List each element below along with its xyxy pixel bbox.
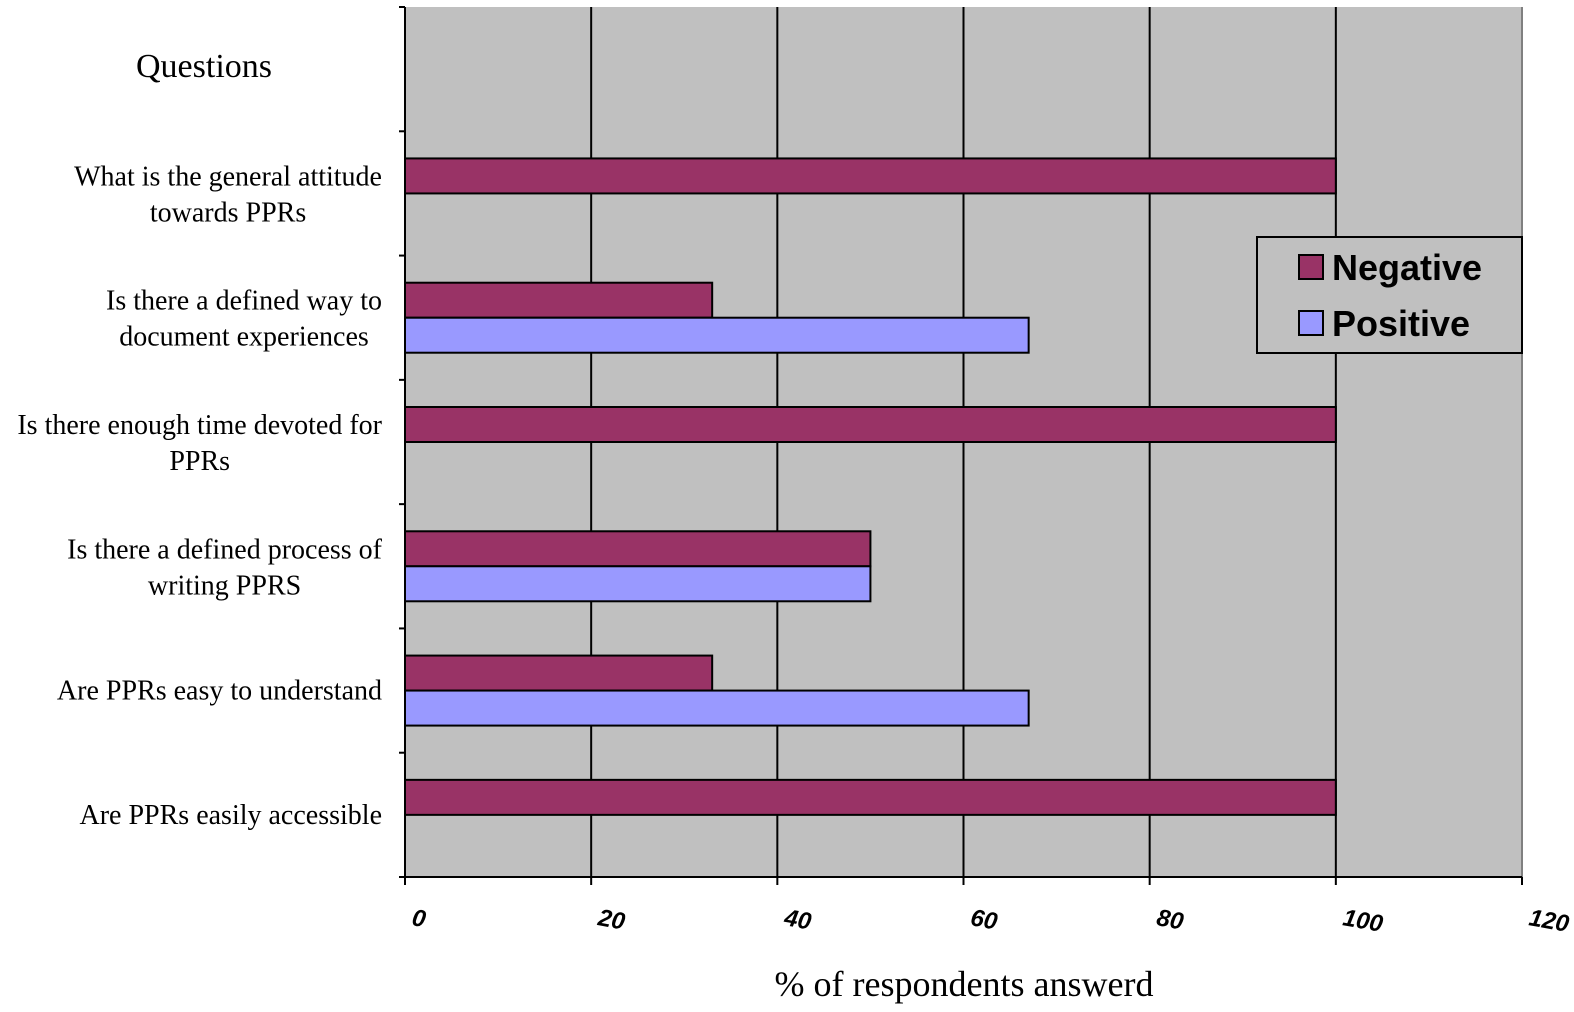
category-label-line2: towards PPRs — [150, 197, 306, 228]
x-tick-labels: 0 20 40 60 80 100 120 — [410, 904, 1572, 938]
category-label-line1: What is the general attitude — [74, 161, 382, 192]
bars — [404, 157, 1337, 816]
bar-negative-5 — [404, 654, 714, 692]
category-label-line2: PPRs — [169, 446, 230, 477]
x-tick-label: 100 — [1341, 904, 1386, 938]
x-tick-label: 0 — [410, 904, 428, 933]
y-axis-title: Questions — [136, 48, 272, 85]
category-labels: What is the general attitude towards PPRs… — [17, 161, 382, 830]
x-tick-label: 60 — [968, 904, 1000, 935]
legend: Negative Positive — [1256, 236, 1523, 354]
x-axis-title: % of respondents answerd — [775, 964, 1154, 1004]
bar-positive-5 — [404, 689, 1030, 727]
bar-negative-6 — [404, 778, 1337, 816]
category-label: Are PPRs easily accessible — [80, 800, 383, 831]
legend-label-negative: Negative — [1332, 247, 1482, 288]
category-label-line1: Is there enough time devoted for — [17, 410, 382, 441]
category-label-line2: document experiences — [119, 322, 369, 353]
legend-swatch-positive — [1298, 310, 1324, 336]
category-label: Are PPRs easy to understand — [57, 676, 382, 707]
legend-swatch-negative — [1298, 254, 1324, 280]
bar-negative-3 — [404, 406, 1337, 443]
bar-positive-2 — [404, 316, 1030, 354]
x-tick-label: 80 — [1155, 904, 1187, 935]
bar-negative-1 — [404, 157, 1337, 195]
category-label-line1: Is there a defined way to — [106, 286, 382, 317]
bar-negative-4 — [404, 530, 872, 568]
category-label-line1: Is there a defined process of — [67, 534, 383, 565]
x-tick-label: 120 — [1527, 904, 1572, 938]
bar-negative-2 — [404, 281, 714, 319]
axes — [399, 6, 1523, 885]
legend-label-positive: Positive — [1332, 303, 1470, 344]
category-label-line2: writing PPRS — [148, 570, 301, 601]
bar-positive-4 — [404, 565, 872, 603]
x-tick-label: 20 — [595, 904, 628, 936]
x-tick-label: 40 — [781, 904, 814, 936]
